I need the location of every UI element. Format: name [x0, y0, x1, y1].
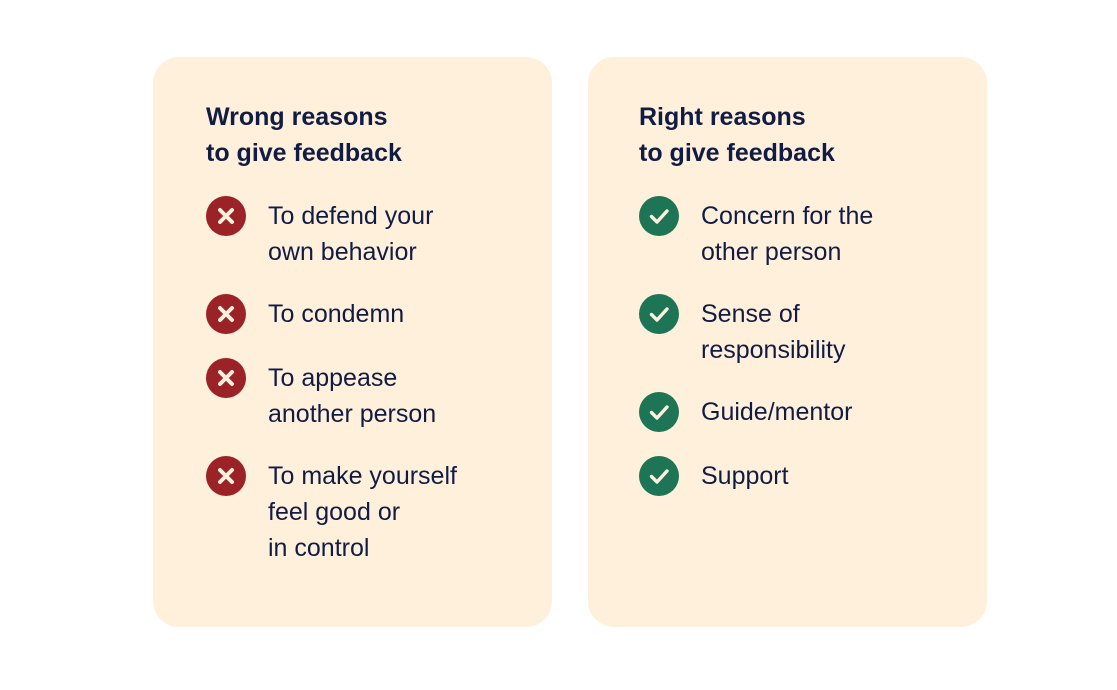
check-circle-icon: [639, 392, 679, 432]
list-item-text: To make yourself feel good or in control: [268, 462, 457, 562]
x-circle-icon: [206, 294, 246, 334]
list-item: Sense of responsibility: [639, 294, 987, 368]
check-circle-icon: [639, 196, 679, 236]
x-circle-icon: [206, 456, 246, 496]
wrong-reasons-card: Wrong reasons to give feedback To defend…: [153, 57, 552, 627]
list-item-text: Guide/mentor: [701, 398, 853, 426]
list-item-text: To appease another person: [268, 364, 437, 428]
list-item: To make yourself feel good or in control: [206, 456, 552, 566]
check-circle-icon: [639, 294, 679, 334]
list-item: Concern for the other person: [639, 196, 987, 270]
list-item: To defend your own behavior: [206, 196, 552, 270]
right-reasons-card: Right reasons to give feedback Concern f…: [588, 57, 987, 627]
right-reasons-title: Right reasons to give feedback: [639, 103, 835, 167]
list-item-text: Sense of responsibility: [701, 300, 846, 364]
x-circle-icon: [206, 196, 246, 236]
list-item-text: Support: [701, 462, 789, 490]
wrong-reasons-title: Wrong reasons to give feedback: [206, 103, 402, 167]
list-item: Guide/mentor: [639, 392, 987, 432]
list-item: To condemn: [206, 294, 552, 334]
list-item: Support: [639, 456, 987, 496]
list-item: To appease another person: [206, 358, 552, 432]
list-item-text: To defend your own behavior: [268, 202, 434, 266]
check-circle-icon: [639, 456, 679, 496]
right-reasons-list: Concern for the other person Sense of res…: [639, 196, 987, 496]
wrong-reasons-list: To defend your own behavior To condemn To …: [206, 196, 552, 566]
list-item-text: To condemn: [268, 300, 405, 328]
x-circle-icon: [206, 358, 246, 398]
list-item-text: Concern for the other person: [701, 202, 874, 266]
